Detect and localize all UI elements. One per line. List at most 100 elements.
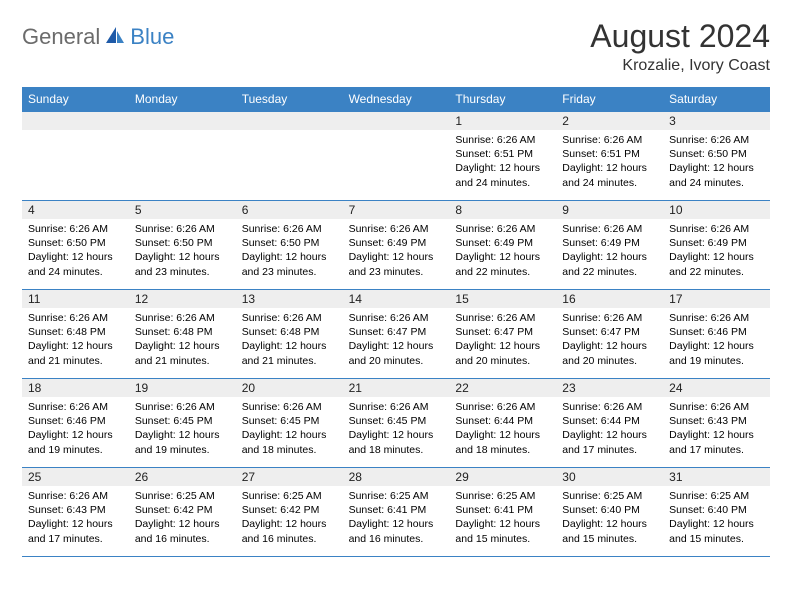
daylight-text: Daylight: 12 hours and 22 minutes. [455,250,550,278]
daylight-text: Daylight: 12 hours and 23 minutes. [135,250,230,278]
daylight-text: Daylight: 12 hours and 15 minutes. [562,517,657,545]
day-cell [236,112,343,200]
day-number: 5 [129,201,236,219]
sunset-text: Sunset: 6:49 PM [349,236,444,250]
day-cell: 4Sunrise: 6:26 AMSunset: 6:50 PMDaylight… [22,201,129,289]
day-cell: 3Sunrise: 6:26 AMSunset: 6:50 PMDaylight… [663,112,770,200]
day-cell: 1Sunrise: 6:26 AMSunset: 6:51 PMDaylight… [449,112,556,200]
day-details: Sunrise: 6:26 AMSunset: 6:51 PMDaylight:… [449,130,556,194]
sunset-text: Sunset: 6:49 PM [669,236,764,250]
dow-cell: Tuesday [236,87,343,111]
day-details: Sunrise: 6:26 AMSunset: 6:48 PMDaylight:… [22,308,129,372]
daylight-text: Daylight: 12 hours and 18 minutes. [455,428,550,456]
day-cell: 26Sunrise: 6:25 AMSunset: 6:42 PMDayligh… [129,468,236,556]
day-cell: 15Sunrise: 6:26 AMSunset: 6:47 PMDayligh… [449,290,556,378]
dow-cell: Wednesday [343,87,450,111]
day-number: 13 [236,290,343,308]
day-cell: 25Sunrise: 6:26 AMSunset: 6:43 PMDayligh… [22,468,129,556]
day-number: 29 [449,468,556,486]
sunrise-text: Sunrise: 6:26 AM [28,222,123,236]
daylight-text: Daylight: 12 hours and 20 minutes. [349,339,444,367]
day-details: Sunrise: 6:26 AMSunset: 6:47 PMDaylight:… [343,308,450,372]
day-details: Sunrise: 6:25 AMSunset: 6:42 PMDaylight:… [129,486,236,550]
title-block: August 2024 Krozalie, Ivory Coast [590,18,770,75]
day-details: Sunrise: 6:26 AMSunset: 6:46 PMDaylight:… [22,397,129,461]
day-number: 1 [449,112,556,130]
sunrise-text: Sunrise: 6:26 AM [562,222,657,236]
daylight-text: Daylight: 12 hours and 19 minutes. [135,428,230,456]
day-details: Sunrise: 6:25 AMSunset: 6:41 PMDaylight:… [449,486,556,550]
sunset-text: Sunset: 6:47 PM [455,325,550,339]
day-cell: 28Sunrise: 6:25 AMSunset: 6:41 PMDayligh… [343,468,450,556]
sunrise-text: Sunrise: 6:26 AM [242,222,337,236]
day-details: Sunrise: 6:26 AMSunset: 6:47 PMDaylight:… [449,308,556,372]
day-cell: 14Sunrise: 6:26 AMSunset: 6:47 PMDayligh… [343,290,450,378]
day-details: Sunrise: 6:25 AMSunset: 6:42 PMDaylight:… [236,486,343,550]
day-number [236,112,343,130]
sunrise-text: Sunrise: 6:26 AM [455,133,550,147]
day-details: Sunrise: 6:26 AMSunset: 6:45 PMDaylight:… [343,397,450,461]
sunrise-text: Sunrise: 6:26 AM [349,400,444,414]
daylight-text: Daylight: 12 hours and 22 minutes. [669,250,764,278]
logo-text-blue: Blue [130,24,174,50]
day-number: 2 [556,112,663,130]
sunset-text: Sunset: 6:45 PM [349,414,444,428]
sunset-text: Sunset: 6:41 PM [349,503,444,517]
sunrise-text: Sunrise: 6:25 AM [669,489,764,503]
sunrise-text: Sunrise: 6:26 AM [562,311,657,325]
day-details: Sunrise: 6:26 AMSunset: 6:49 PMDaylight:… [556,219,663,283]
day-details: Sunrise: 6:26 AMSunset: 6:49 PMDaylight:… [663,219,770,283]
day-details: Sunrise: 6:26 AMSunset: 6:50 PMDaylight:… [236,219,343,283]
day-cell: 8Sunrise: 6:26 AMSunset: 6:49 PMDaylight… [449,201,556,289]
sunset-text: Sunset: 6:48 PM [242,325,337,339]
daylight-text: Daylight: 12 hours and 16 minutes. [349,517,444,545]
sunrise-text: Sunrise: 6:25 AM [135,489,230,503]
daylight-text: Daylight: 12 hours and 19 minutes. [669,339,764,367]
sunrise-text: Sunrise: 6:26 AM [669,400,764,414]
day-cell: 17Sunrise: 6:26 AMSunset: 6:46 PMDayligh… [663,290,770,378]
sunset-text: Sunset: 6:50 PM [135,236,230,250]
day-number: 17 [663,290,770,308]
sunset-text: Sunset: 6:47 PM [349,325,444,339]
day-cell: 31Sunrise: 6:25 AMSunset: 6:40 PMDayligh… [663,468,770,556]
day-details: Sunrise: 6:26 AMSunset: 6:48 PMDaylight:… [129,308,236,372]
sunset-text: Sunset: 6:42 PM [135,503,230,517]
day-cell: 29Sunrise: 6:25 AMSunset: 6:41 PMDayligh… [449,468,556,556]
day-number [22,112,129,130]
day-cell [343,112,450,200]
week-row: 1Sunrise: 6:26 AMSunset: 6:51 PMDaylight… [22,111,770,200]
sunset-text: Sunset: 6:40 PM [669,503,764,517]
sunrise-text: Sunrise: 6:26 AM [28,489,123,503]
day-number: 7 [343,201,450,219]
location: Krozalie, Ivory Coast [590,57,770,75]
day-number: 23 [556,379,663,397]
day-number: 25 [22,468,129,486]
week-row: 25Sunrise: 6:26 AMSunset: 6:43 PMDayligh… [22,467,770,557]
day-details: Sunrise: 6:26 AMSunset: 6:48 PMDaylight:… [236,308,343,372]
day-number: 16 [556,290,663,308]
sunset-text: Sunset: 6:50 PM [242,236,337,250]
day-cell: 13Sunrise: 6:26 AMSunset: 6:48 PMDayligh… [236,290,343,378]
day-number: 18 [22,379,129,397]
week-row: 11Sunrise: 6:26 AMSunset: 6:48 PMDayligh… [22,289,770,378]
day-details: Sunrise: 6:26 AMSunset: 6:43 PMDaylight:… [663,397,770,461]
dow-cell: Friday [556,87,663,111]
dow-cell: Monday [129,87,236,111]
day-details: Sunrise: 6:26 AMSunset: 6:49 PMDaylight:… [343,219,450,283]
logo: General Blue [22,24,174,50]
sunset-text: Sunset: 6:44 PM [562,414,657,428]
day-number: 15 [449,290,556,308]
sunset-text: Sunset: 6:40 PM [562,503,657,517]
day-cell [129,112,236,200]
week-row: 4Sunrise: 6:26 AMSunset: 6:50 PMDaylight… [22,200,770,289]
sunset-text: Sunset: 6:44 PM [455,414,550,428]
day-details: Sunrise: 6:26 AMSunset: 6:43 PMDaylight:… [22,486,129,550]
sunset-text: Sunset: 6:43 PM [28,503,123,517]
sunrise-text: Sunrise: 6:26 AM [349,222,444,236]
day-number: 20 [236,379,343,397]
day-number [343,112,450,130]
day-number: 9 [556,201,663,219]
daylight-text: Daylight: 12 hours and 20 minutes. [455,339,550,367]
daylight-text: Daylight: 12 hours and 15 minutes. [669,517,764,545]
sunset-text: Sunset: 6:43 PM [669,414,764,428]
